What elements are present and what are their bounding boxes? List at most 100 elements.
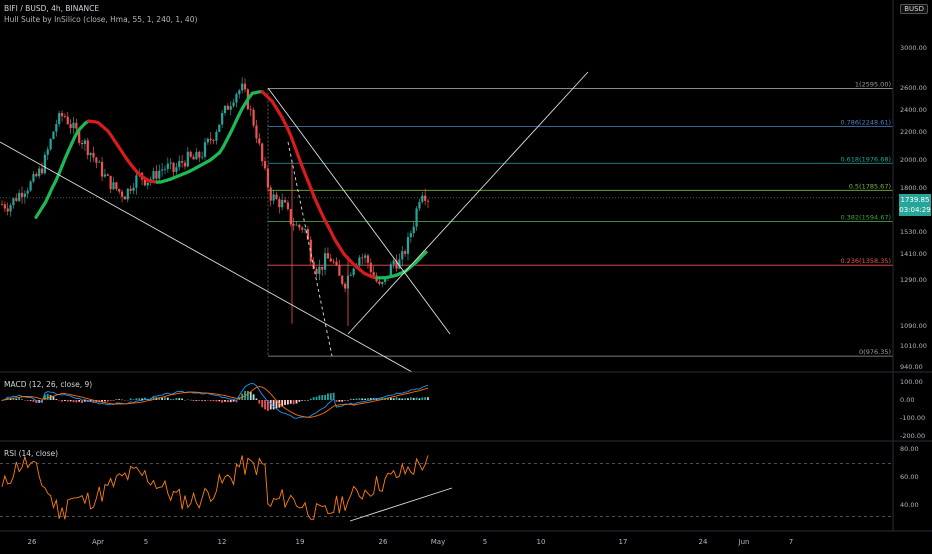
- macd-histogram-bar: [361, 398, 363, 400]
- price-tick-label: 1530.00: [900, 228, 927, 236]
- candle-body: [267, 168, 269, 187]
- macd-histogram-bar: [330, 393, 332, 400]
- macd-histogram-bar: [350, 399, 352, 400]
- fib-level-label: 1(2595.00): [855, 81, 891, 89]
- macd-histogram-bar: [284, 400, 286, 405]
- candle-body: [70, 124, 72, 128]
- fib-level-label: 0.382(1594.67): [840, 213, 891, 221]
- macd-histogram-bar: [316, 397, 318, 400]
- macd-histogram-bar: [256, 398, 258, 400]
- candle-body: [373, 272, 375, 275]
- macd-histogram-bar: [227, 400, 229, 402]
- candle-body: [335, 262, 337, 266]
- macd-histogram-bar: [247, 391, 249, 400]
- candle-body: [224, 106, 226, 113]
- candle-body: [232, 103, 234, 107]
- candle-body: [358, 258, 360, 266]
- macd-histogram-bar: [24, 400, 26, 401]
- macd-tick-label: -100.00: [900, 414, 925, 422]
- price-tick-label: 2400.00: [900, 106, 927, 114]
- macd-histogram-bar: [135, 398, 137, 400]
- macd-histogram-bar: [293, 400, 295, 404]
- macd-histogram-bar: [321, 395, 323, 400]
- price-tick-label: 1090.00: [900, 322, 927, 330]
- macd-histogram-bar: [164, 397, 166, 400]
- candle-body: [187, 152, 189, 167]
- candle-body: [35, 174, 37, 176]
- macd-histogram-bar: [341, 400, 343, 402]
- time-tick-label: 26: [379, 538, 388, 546]
- macd-histogram-bar: [64, 400, 66, 401]
- candle-body: [290, 209, 292, 224]
- candle-body: [250, 109, 252, 110]
- time-tick-label: 5: [144, 538, 148, 546]
- candle-body: [321, 267, 323, 270]
- candle-body: [190, 152, 192, 157]
- candle-body: [327, 253, 329, 258]
- macd-histogram-bar: [70, 400, 72, 401]
- candle-body: [195, 152, 197, 160]
- candle-body: [378, 281, 380, 284]
- candle-body: [9, 205, 11, 211]
- candle-body: [261, 143, 263, 161]
- fib-level-label: 0.786(2248.61): [840, 119, 891, 127]
- candle-body: [167, 164, 169, 169]
- currency-badge[interactable]: BUSD: [900, 4, 928, 14]
- trendline-wedge-upper: [268, 88, 450, 334]
- macd-histogram-bar: [273, 400, 275, 409]
- macd-histogram-bar: [130, 398, 132, 400]
- macd-histogram-bar: [290, 400, 292, 404]
- macd-histogram-bar: [207, 400, 209, 401]
- fib-level-label: 0.236(1358.35): [840, 257, 891, 265]
- candle-body: [67, 117, 69, 124]
- candle-body: [84, 140, 86, 144]
- candle-body: [90, 153, 92, 155]
- macd-histogram-bar: [233, 400, 235, 402]
- macd-histogram-bar: [18, 398, 20, 400]
- macd-histogram-bar: [224, 400, 226, 402]
- rsi-tick-label: 60.00: [900, 473, 919, 481]
- macd-histogram-bar: [181, 399, 183, 400]
- candle-body: [324, 253, 326, 269]
- fib-level-label: 0.618(1976.68): [840, 155, 891, 163]
- candle-body: [207, 139, 209, 143]
- macd-histogram-bar: [327, 393, 329, 400]
- macd-histogram-bar: [198, 400, 200, 401]
- price-tick-label: 2200.00: [900, 128, 927, 136]
- candle-body: [192, 157, 194, 160]
- macd-histogram-bar: [201, 400, 203, 401]
- candle-body: [401, 251, 403, 259]
- candle-body: [132, 188, 134, 191]
- macd-histogram-bar: [61, 400, 63, 402]
- candle-body: [95, 158, 97, 163]
- candle-body: [241, 84, 243, 91]
- candle-body: [52, 132, 54, 139]
- candle-body: [18, 193, 20, 201]
- candle-body: [24, 194, 26, 197]
- candle-body: [393, 261, 395, 265]
- candle-body: [75, 123, 77, 129]
- candle-body: [118, 189, 120, 192]
- candle-body: [15, 198, 17, 201]
- candle-body: [4, 204, 6, 208]
- macd-histogram-bar: [296, 400, 298, 404]
- macd-histogram-bar: [396, 397, 398, 400]
- price-tick-label: 1800.00: [900, 184, 927, 192]
- candle-body: [404, 251, 406, 254]
- candle-body: [230, 106, 232, 110]
- candle-body: [235, 94, 237, 102]
- macd-histogram-bar: [67, 400, 69, 402]
- time-tick-label: May: [431, 538, 445, 546]
- last-price: 1739.85: [899, 195, 931, 205]
- macd-histogram-bar: [15, 399, 17, 400]
- macd-histogram-bar: [30, 400, 32, 401]
- macd-histogram-bar: [101, 400, 103, 402]
- candle-body: [418, 202, 420, 209]
- candle-body: [304, 229, 306, 230]
- rsi-tick-label: 80.00: [900, 445, 919, 453]
- candle-body: [135, 175, 137, 187]
- macd-histogram-bar: [416, 398, 418, 400]
- macd-histogram-bar: [424, 397, 426, 400]
- macd-histogram-bar: [104, 400, 106, 401]
